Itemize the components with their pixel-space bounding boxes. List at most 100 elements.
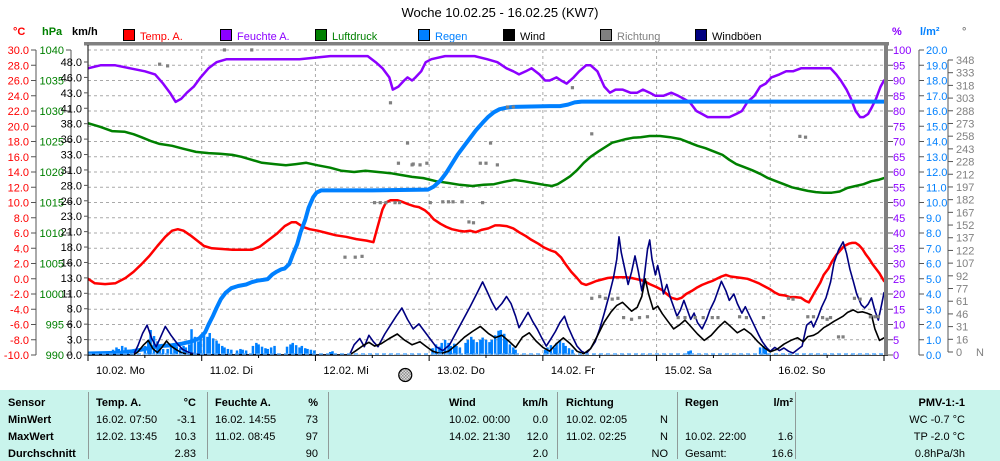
humidity-col-unit: % xyxy=(308,397,318,409)
legend-label: Regen xyxy=(435,31,468,43)
humidity-tick-label: 40 xyxy=(893,228,905,240)
table-col-humidity: Feuchte A.% 16.02. 14:55 73 11.02. 08:45 9… xyxy=(215,395,318,461)
pmv-pressure-trend: 0.8hPa/3h xyxy=(914,448,965,460)
direction-avg-value: NO xyxy=(651,448,669,460)
rain-tick-label: 16.0 xyxy=(926,106,947,118)
pmv-dewpoint: TP -2.0 °C xyxy=(913,431,965,443)
table-header-maxwert: MaxWert xyxy=(8,431,54,443)
wind-min-time: 10.02. 00:00 xyxy=(449,414,511,426)
humidity-tick-label: 55 xyxy=(893,182,905,194)
pressure-tick-label: 1010 xyxy=(40,228,64,240)
weather-chart: 30.0 28.0 26.0 24.0 22.0 20.0 18.0 16.0 14.0 12.0… xyxy=(4,42,984,383)
direction-tick-label: 273 xyxy=(956,118,974,130)
direction-tick-label: 122 xyxy=(956,245,974,257)
legend-label: Richtung xyxy=(617,31,661,43)
direction-max-value: N xyxy=(660,431,668,443)
wind-col-unit: km/h xyxy=(522,397,548,409)
direction-tick-label: 137 xyxy=(956,233,974,245)
direction-tick-label: 16 xyxy=(956,334,968,346)
humidity-tick-label: 90 xyxy=(893,76,905,88)
humidity-tick-label: 5 xyxy=(893,335,899,347)
rain-axis-unit: l/m² xyxy=(920,26,940,38)
plot-frame-top xyxy=(84,42,889,46)
humidity-avg-value: 90 xyxy=(305,448,318,460)
legend-swatch-icon xyxy=(503,29,515,41)
table-col-temp: Temp. A. °C 16.02. 07:50 -3.1 12.02. 13:45… xyxy=(96,395,196,461)
wind-tick-label: 48.0 xyxy=(61,57,82,69)
temp-tick-label: 30.0 xyxy=(8,45,29,57)
pressure-tick-label: 1000 xyxy=(40,289,64,301)
rain-tick-label: 10.0 xyxy=(926,198,947,210)
temp-tick-label: 2.0 xyxy=(14,259,29,271)
wind-tick-label: 6.0 xyxy=(67,319,82,331)
direction-tick-label: 333 xyxy=(956,68,974,80)
wind-series xyxy=(88,277,884,355)
direction-tick-label: 77 xyxy=(956,284,968,296)
rain-tick-label: 12.0 xyxy=(926,167,947,179)
temp-tick-label: 4.0 xyxy=(14,243,29,255)
direction-tick-label: 258 xyxy=(956,131,974,143)
pressure-tick-label: 1040 xyxy=(40,45,64,57)
humidity-col-header: Feuchte A. xyxy=(215,397,271,409)
rain-tick-label: 7.0 xyxy=(926,243,941,255)
direction-tick-label: 348 xyxy=(956,55,974,67)
x-axis-day-label: 15.02. Sa xyxy=(665,365,713,377)
x-axis-day-label: 14.02. Fr xyxy=(551,365,595,377)
legend-label: Windböen xyxy=(712,31,762,43)
temp-axis-unit: °C xyxy=(13,26,26,38)
wind-axis-unit: km/h xyxy=(72,26,98,38)
direction-tick-label: 228 xyxy=(956,157,974,169)
x-axis-day-label: 10.02. Mo xyxy=(96,365,145,377)
temp-tick-label: -10.0 xyxy=(4,350,29,362)
rain-tick-label: 19.0 xyxy=(926,60,947,72)
temp-tick-label: -6.0 xyxy=(10,320,29,332)
x-axis-day-label: 12.02. Mi xyxy=(323,365,368,377)
rain-tick-label: 13.0 xyxy=(926,152,947,164)
humidity-tick-label: 95 xyxy=(893,60,905,72)
temp-col-header: Temp. A. xyxy=(96,397,142,409)
rain-bars xyxy=(111,329,768,355)
rain-tick-label: 15.0 xyxy=(926,121,947,133)
direction-min-value: N xyxy=(660,414,668,426)
temp-tick-label: -8.0 xyxy=(10,335,29,347)
rain-tick-label: 6.0 xyxy=(926,259,941,271)
wind-min-value: 0.0 xyxy=(532,414,548,426)
table-header-minwert: MinWert xyxy=(8,414,52,426)
rain-max-time: 10.02. 22:00 xyxy=(685,431,747,443)
wind-tick-label: 28.0 xyxy=(61,180,82,192)
legend-swatch-icon xyxy=(123,29,135,41)
temp-tick-label: 6.0 xyxy=(14,228,29,240)
rain-tick-label: 2.0 xyxy=(926,320,941,332)
temp-tick-label: 0.0 xyxy=(14,274,29,286)
wind-tick-label: 8.0 xyxy=(67,304,82,316)
temp-min-time: 16.02. 07:50 xyxy=(96,414,158,426)
temp-tick-label: 24.0 xyxy=(8,91,29,103)
humidity-max-time: 11.02. 08:45 xyxy=(215,431,276,443)
moon-phase-icon xyxy=(398,367,413,383)
temp-max-value: 10.3 xyxy=(174,431,196,443)
wind-tick-label: 46.0 xyxy=(61,72,82,84)
humidity-tick-label: 65 xyxy=(893,152,905,164)
rain-tick-label: 11.0 xyxy=(926,182,947,194)
rain-tick-label: 1.0 xyxy=(926,335,941,347)
pressure-tick-label: 990 xyxy=(46,350,64,362)
rain-col-header: Regen xyxy=(685,397,719,409)
wind-tick-label: 13.0 xyxy=(61,273,82,285)
x-axis-day-label: 16.02. So xyxy=(778,365,825,377)
legend-swatch-icon xyxy=(418,29,430,41)
pressure-tick-label: 1015 xyxy=(40,198,64,210)
direction-north-label: N xyxy=(976,347,984,359)
legend-item-temp-a-: Temp. A. xyxy=(123,29,183,43)
rain-tick-label: 17.0 xyxy=(926,91,947,103)
wind-tick-label: 16.0 xyxy=(61,257,82,269)
pressure-tick-label: 1025 xyxy=(40,137,64,149)
wind-tick-label: 18.0 xyxy=(61,242,82,254)
humidity-tick-label: 10 xyxy=(893,320,905,332)
wind-gusts-series xyxy=(88,236,884,355)
table-col-wind: Wind km/h 10.02. 00:00 0.0 14.02. 21:30 12.… xyxy=(449,395,548,461)
plot-frame-right xyxy=(884,42,888,355)
wind-tick-label: 36.0 xyxy=(61,134,82,146)
wind-tick-label: 31.0 xyxy=(61,165,82,177)
wind-tick-label: 23.0 xyxy=(61,211,82,223)
wind-direction-dots xyxy=(158,48,880,339)
